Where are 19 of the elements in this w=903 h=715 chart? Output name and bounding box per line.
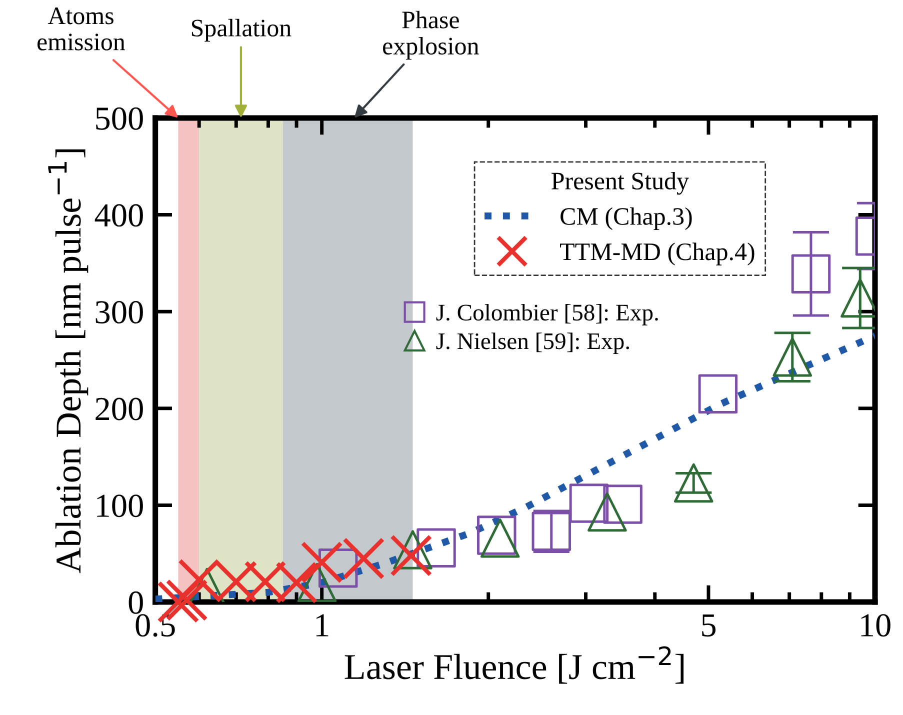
legend-label: J. Colombier [58]: Exp. (436, 304, 658, 326)
band-label: Phase explosion (383, 10, 479, 60)
legend-label: J. Nielsen [59]: Exp. (436, 332, 630, 354)
y-tick-label: 500 (96, 107, 143, 130)
y-tick-label: 200 (96, 398, 143, 420)
band-label: Atoms emission (38, 8, 126, 50)
legend-label: TTM-MD (Chap.4) (560, 242, 754, 266)
legend-title: Present Study (552, 172, 689, 195)
band-label: Spallation (192, 18, 292, 42)
x-tick-label: 1 (316, 614, 328, 636)
legend-label: CM (Chap.3) (560, 207, 692, 230)
y-tick-label: 0 (128, 591, 143, 614)
x-tick-label: 10 (861, 614, 890, 637)
y-tick-label: 100 (97, 494, 143, 518)
x-axis-title: Laser Fluence [J cm$^{−2}$] (344, 646, 684, 684)
y-tick-label: 300 (96, 300, 143, 324)
y-tick-label: 400 (94, 204, 143, 227)
y-axis-title: Ablation Depth [nm pulse$^{−1}$] (48, 149, 88, 574)
x-tick-label: 5 (702, 614, 716, 637)
